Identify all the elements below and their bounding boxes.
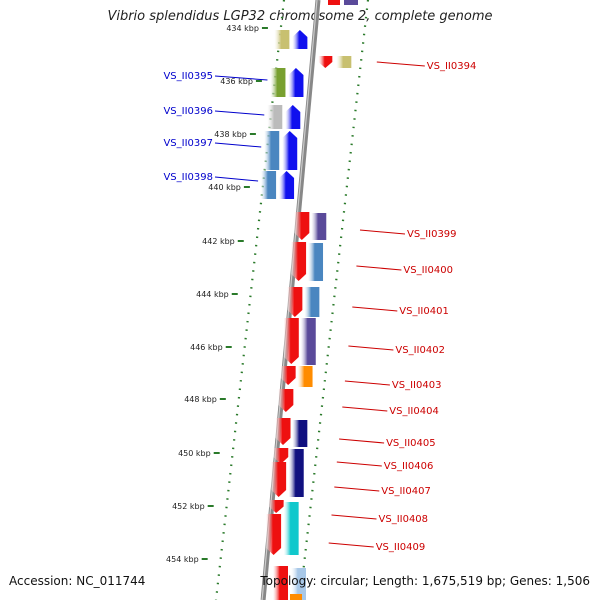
tick-label: 452 kbp: [172, 502, 205, 511]
gene-fragment-top: [344, 0, 358, 5]
gene-label-leader: [334, 486, 380, 492]
gene-label-leader: [356, 265, 402, 271]
gene-arrow-reverse: [291, 242, 307, 281]
tick-label: 440 kbp: [208, 183, 241, 192]
gene-label-reverse: VS_II0407: [381, 486, 431, 497]
gene-label-reverse: VS_II0394: [427, 61, 477, 72]
gene-label-leader: [214, 110, 265, 116]
gene-box-reverse: [300, 318, 316, 365]
gene-label-forward: VS_II0395: [163, 71, 213, 82]
gene-label-leader: [352, 306, 398, 312]
gene-label-reverse: VS_II0406: [384, 461, 434, 472]
gene-label-reverse: VS_II0399: [407, 229, 457, 240]
gene-label-leader: [328, 542, 374, 548]
gene-label-leader: [339, 438, 385, 444]
genome-summary: Topology: circular; Length: 1,675,519 bp…: [260, 574, 590, 588]
tick-label: 454 kbp: [166, 555, 199, 564]
gene-label-forward: VS_II0398: [163, 172, 213, 183]
tick-label: 448 kbp: [184, 395, 217, 404]
tick-label: 436 kbp: [220, 77, 253, 86]
gene-arrow-reverse: [268, 500, 284, 513]
gene-label-leader: [214, 75, 268, 81]
gene-arrow-reverse: [318, 56, 333, 68]
gene-box-reverse: [288, 449, 304, 497]
gene-arrow-forward: [292, 30, 308, 49]
tick-label: 450 kbp: [178, 449, 211, 458]
accession-label: Accession: NC_011744: [9, 574, 146, 588]
gene-box-reverse: [297, 366, 313, 387]
gene-arrow-reverse: [266, 514, 282, 555]
gene-arrow-forward: [282, 131, 298, 170]
gene-label-leader: [214, 176, 259, 182]
gene-arrow-forward: [288, 68, 304, 97]
gene-label-reverse: VS_II0409: [376, 542, 426, 553]
gene-arrow-reverse: [280, 366, 296, 385]
gene-box-reverse: [283, 502, 299, 555]
gene-fragment-bottom: [291, 568, 306, 600]
gene-label-reverse: VS_II0404: [389, 406, 439, 417]
gene-label-reverse: VS_II0405: [386, 438, 436, 449]
gene-box-forward: [274, 30, 290, 49]
gene-box-reverse: [304, 287, 320, 317]
gene-label-forward: VS_II0396: [163, 106, 213, 117]
gene-label-reverse: VS_II0408: [379, 514, 429, 525]
gene-label-reverse: VS_II0402: [395, 345, 445, 356]
gene-label-reverse: VS_II0400: [403, 265, 453, 276]
gene-box-forward: [264, 131, 280, 170]
gene-label-reverse: VS_II0401: [399, 306, 449, 317]
gene-box-reverse: [336, 56, 352, 68]
gene-fragment-bottom: [290, 594, 302, 600]
gene-label-leader: [336, 461, 382, 467]
gene-label-leader: [359, 229, 406, 235]
gene-arrow-reverse: [283, 318, 299, 364]
gene-arrow-reverse: [294, 212, 310, 240]
gene-box-forward: [270, 68, 286, 97]
gene-label-leader: [331, 514, 377, 520]
gene-label-leader: [344, 380, 390, 386]
tick-label: 444 kbp: [196, 290, 229, 299]
tick-label: 438 kbp: [214, 130, 247, 139]
gene-arrow-forward: [279, 171, 295, 199]
gene-label-forward: VS_II0397: [163, 138, 213, 149]
gene-box-reverse: [292, 420, 308, 447]
gene-label-leader: [376, 61, 425, 67]
gene-box-forward: [267, 105, 283, 129]
tick-label: 434 kbp: [226, 24, 259, 33]
gene-arrow-forward: [285, 105, 301, 129]
gene-arrow-reverse: [271, 462, 287, 497]
gene-box-forward: [261, 171, 277, 199]
gene-label-leader: [214, 142, 262, 148]
gene-box-reverse: [311, 213, 327, 240]
tick-label: 446 kbp: [190, 343, 223, 352]
gene-arrow-reverse: [287, 287, 303, 317]
gene-label-reverse: VS_II0403: [392, 380, 442, 391]
gene-label-leader: [342, 406, 388, 412]
gene-arrow-reverse: [275, 418, 291, 445]
gene-arrow-reverse: [273, 448, 289, 464]
gene-box-reverse: [308, 243, 324, 281]
map-title: Vibrio splendidus LGP32 chromosome 2, co…: [107, 9, 493, 24]
gene-fragment-bottom: [273, 566, 288, 600]
gene-fragment-top: [328, 0, 340, 5]
gene-label-leader: [348, 345, 394, 351]
tick-label: 442 kbp: [202, 237, 235, 246]
gene-arrow-reverse: [278, 389, 294, 412]
